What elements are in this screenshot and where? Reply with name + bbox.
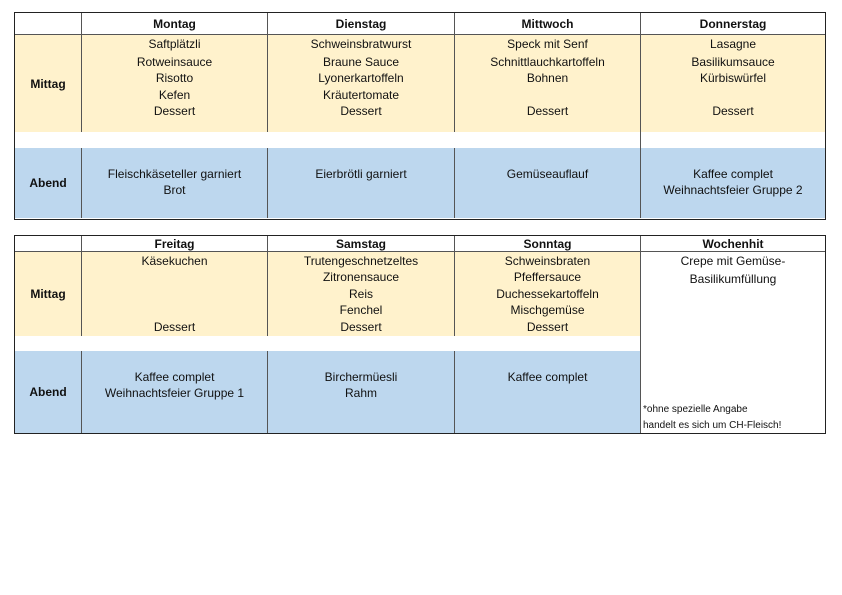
spacer-row [15,132,825,148]
meal-line: Schweinsbraten [504,254,591,268]
meal-cell-montag-abend: Fleischkäseteller garniert Brot [81,148,267,218]
meal-line: Rotweinsauce [136,55,213,69]
meal-line: Brot [163,183,186,197]
meal-cell-montag-mittag: Saftplätzli Rotweinsauce Risotto Kefen D… [81,35,267,132]
meal-line: Schnittlauchkartoffeln [490,55,605,69]
footnote-line: handelt es sich um CH-Fleisch! [643,420,782,431]
day-header-mittwoch: Mittwoch [454,13,640,34]
meal-line: Birchermüesli [324,370,398,384]
meal-cell-freitag-abend: Kaffee complet Weihnachtsfeier Gruppe 1 [81,351,267,433]
spacer-cell [640,336,825,351]
meal-line: Gemüseauflauf [506,167,589,181]
meal-line: Fenchel [339,303,383,317]
header-row: Montag Dienstag Mittwoch Donnerstag [15,13,825,35]
day-header-donnerstag: Donnerstag [640,13,825,34]
meal-line: Kaffee complet [693,167,773,181]
abend-row: Abend Kaffee complet Weihnachtsfeier Gru… [15,351,825,433]
row-label-mittag: Mittag [15,252,81,336]
meal-line: Speck mit Senf [507,37,588,51]
note-cell: *ohne spezielle Angabe handelt es sich u… [640,351,825,433]
meal-line: Pfeffersauce [513,270,582,284]
meal-line: Dessert [153,104,196,118]
meal-line: Weihnachtsfeier Gruppe 2 [663,183,803,197]
header-corner [15,13,81,34]
meal-line: Rahm [344,386,377,400]
meal-line: Kaffee complet [507,370,588,384]
meal-line: Dessert [712,104,754,118]
meal-line: Kefen [158,88,191,102]
meal-cell-mittwoch-mittag: Speck mit Senf Schnittlauchkartoffeln Bo… [454,35,640,132]
meal-line: Trutengeschnetzeltes [303,254,419,268]
mittag-row: Mittag Käsekuchen Dessert Trutengeschnet… [15,252,825,336]
spacer-cell [81,132,267,148]
day-header-wochenhit: Wochenhit [640,236,825,251]
meal-cell-mittwoch-abend: Gemüseauflauf [454,148,640,218]
meal-line: Reis [348,287,373,301]
header-corner [15,236,81,251]
spacer-cell [640,132,825,148]
wochenhit-cell: Crepe mit Gemüse- Basilikumfüllung [640,252,825,336]
meal-cell-sonntag-mittag: Schweinsbraten Pfeffersauce Duchessekart… [454,252,640,336]
menu-table-week2: Freitag Samstag Sonntag Wochenhit Mittag… [14,235,826,434]
spacer-cell [15,336,81,351]
wochenhit-line: Basilikumfüllung [689,272,777,286]
meal-line: Zitronensauce [322,270,400,284]
mittag-row: Mittag Saftplätzli Rotweinsauce Risotto … [15,35,825,132]
meal-line: Kaffee complet [134,370,215,384]
row-label-mittag: Mittag [15,35,81,132]
meal-line: Kräutertomate [322,88,400,102]
meal-line: Fleischkäseteller garniert [107,167,242,181]
spacer-cell [267,132,454,148]
meal-line: Käsekuchen [141,254,208,268]
meal-line: Kürbiswürfel [699,71,767,85]
meal-cell-donnerstag-mittag: Lasagne Basilikumsauce Kürbiswürfel Dess… [640,35,825,132]
day-header-samstag: Samstag [267,236,454,251]
meal-line: Saftplätzli [148,37,201,51]
meal-cell-dienstag-abend: Eierbrötli garniert [267,148,454,218]
meal-cell-samstag-mittag: Trutengeschnetzeltes Zitronensauce Reis … [267,252,454,336]
meal-line: Bohnen [526,71,569,85]
meal-line: Risotto [155,71,194,85]
meal-line: Eierbrötli garniert [315,167,407,181]
meal-line: Weihnachtsfeier Gruppe 1 [104,386,245,400]
spacer-cell [454,336,640,351]
spacer-cell [81,336,267,351]
menu-table-week1: Montag Dienstag Mittwoch Donnerstag Mitt… [14,12,826,220]
meal-line: Lasagne [709,37,757,51]
day-header-dienstag: Dienstag [267,13,454,34]
spacer-cell [454,132,640,148]
meal-cell-freitag-mittag: Käsekuchen Dessert [81,252,267,336]
spacer-row [15,336,825,351]
spacer-cell [15,132,81,148]
spacer-cell [267,336,454,351]
row-label-abend: Abend [15,351,81,433]
footnote-line: *ohne spezielle Angabe [643,404,748,415]
abend-row: Abend Fleischkäseteller garniert Brot Ei… [15,148,825,218]
meal-line: Braune Sauce [322,55,400,69]
meal-line: Dessert [526,320,569,334]
day-header-freitag: Freitag [81,236,267,251]
meal-line: Mischgemüse [510,303,585,317]
day-header-sonntag: Sonntag [454,236,640,251]
meal-line: Dessert [340,320,382,334]
header-row: Freitag Samstag Sonntag Wochenhit [15,236,825,252]
meal-line: Schweinsbratwurst [310,37,412,51]
meal-cell-dienstag-mittag: Schweinsbratwurst Braune Sauce Lyonerkar… [267,35,454,132]
meal-line: Dessert [526,104,569,118]
meal-line: Lyonerkartoffeln [318,71,404,85]
meal-line: Duchessekartoffeln [496,287,599,301]
meal-line: Dessert [153,320,196,334]
meal-line: Basilikumsauce [691,55,775,69]
meal-line: Dessert [340,104,382,118]
meal-cell-samstag-abend: Birchermüesli Rahm [267,351,454,433]
day-header-montag: Montag [81,13,267,34]
meal-cell-sonntag-abend: Kaffee complet [454,351,640,433]
wochenhit-line: Crepe mit Gemüse- [680,254,786,268]
row-label-abend: Abend [15,148,81,218]
meal-cell-donnerstag-abend: Kaffee complet Weihnachtsfeier Gruppe 2 [640,148,825,218]
